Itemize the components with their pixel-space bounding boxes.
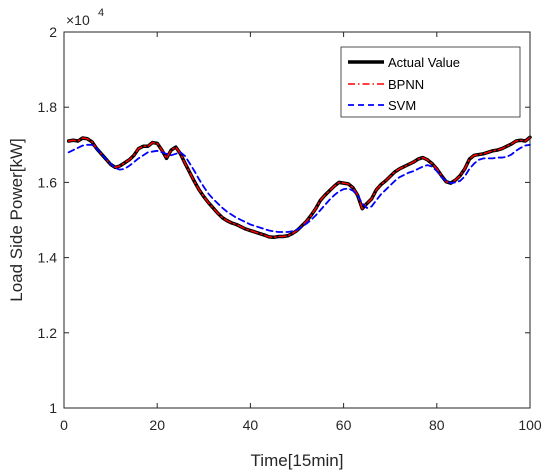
y-tick-label: 1.8 — [38, 99, 58, 115]
series-line-svm — [67, 143, 531, 233]
x-tick-label: 60 — [336, 417, 352, 433]
x-tick-label: 20 — [149, 417, 165, 433]
y-tick-label: 1.6 — [38, 174, 58, 190]
y-tick-label: 1.2 — [38, 325, 58, 341]
y-tick-label: 2 — [49, 24, 57, 40]
y-tick-label: 1 — [49, 400, 57, 416]
y-axis-label: Load Side Power[kW] — [7, 138, 26, 301]
legend-label-actual: Actual Value — [388, 55, 460, 70]
series-lines — [66, 135, 532, 240]
x-axis-label: Time[15min] — [251, 451, 344, 470]
x-tick-label: 80 — [429, 417, 445, 433]
x-tick-label: 100 — [518, 417, 542, 433]
legend: Actual Value BPNN SVM — [340, 46, 521, 118]
y-exponent-base: ×10 — [66, 12, 90, 28]
x-tick-label: 40 — [243, 417, 259, 433]
legend-label-svm: SVM — [388, 98, 416, 113]
y-exponent-multiplier: ×10 4 — [66, 7, 104, 28]
plot-frame — [63, 31, 531, 409]
y-tick-label: 1.4 — [38, 250, 58, 266]
x-tick-label: 0 — [60, 417, 68, 433]
series-line-bpnn — [67, 136, 531, 239]
legend-label-bpnn: BPNN — [388, 77, 424, 92]
y-exponent-power: 4 — [98, 7, 104, 19]
